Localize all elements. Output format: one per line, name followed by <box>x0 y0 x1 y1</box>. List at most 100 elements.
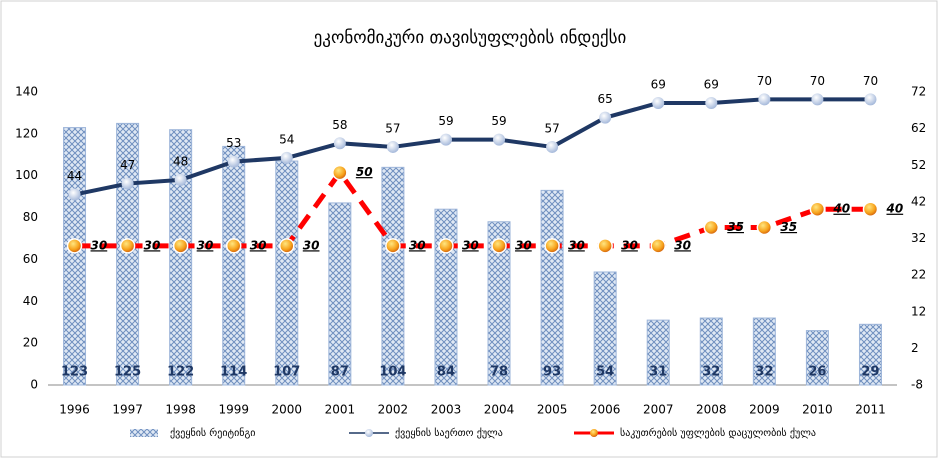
legend-marker <box>365 429 373 437</box>
point-label: 70 <box>863 74 878 88</box>
point-label: 30 <box>515 238 532 252</box>
legend-marker <box>590 429 598 437</box>
x-tick-label: 2000 <box>272 403 303 417</box>
marker <box>225 238 242 254</box>
point-label: 70 <box>757 74 772 88</box>
marker <box>809 201 826 217</box>
point-label: 30 <box>91 238 108 252</box>
y2-tick-label: 32 <box>911 231 926 245</box>
bar <box>805 330 829 386</box>
x-tick-label: 1997 <box>112 403 143 417</box>
bar-value-label: 93 <box>543 365 561 380</box>
x-tick-label: 2009 <box>749 403 780 417</box>
marker <box>386 140 399 153</box>
x-tick-label: 2008 <box>696 403 727 417</box>
bar <box>275 160 299 386</box>
bar <box>593 271 617 386</box>
x-tick-label: 2001 <box>325 403 356 417</box>
marker <box>119 238 136 254</box>
y-tick-label: 20 <box>23 336 38 350</box>
marker <box>493 133 506 146</box>
y2-tick-label: 72 <box>911 85 926 99</box>
point-label: 70 <box>810 74 825 88</box>
bar <box>381 166 405 386</box>
bar-value-label: 107 <box>273 365 300 380</box>
point-label: 30 <box>409 238 426 252</box>
y2-tick-label: 62 <box>911 121 926 135</box>
point-label: 35 <box>780 220 797 234</box>
marker <box>599 111 612 124</box>
point-label: 30 <box>568 238 585 252</box>
marker <box>597 238 613 254</box>
x-tick-label: 2010 <box>802 403 833 417</box>
bar-value-label: 32 <box>702 365 720 380</box>
bar <box>646 319 670 386</box>
marker <box>332 164 348 181</box>
bar <box>858 323 882 386</box>
point-label: 69 <box>704 77 719 91</box>
point-label: 30 <box>250 238 267 252</box>
point-label: 44 <box>67 169 82 183</box>
bar <box>752 317 776 386</box>
bar-value-label: 87 <box>331 365 349 380</box>
x-tick-label: 2002 <box>378 403 409 417</box>
marker <box>66 238 83 254</box>
marker <box>864 93 877 106</box>
marker <box>650 238 666 254</box>
marker <box>862 201 879 217</box>
point-label: 54 <box>279 132 294 146</box>
point-label: 59 <box>491 114 506 128</box>
point-label: 48 <box>173 154 188 168</box>
point-label: 59 <box>438 114 453 128</box>
y2-tick-label: 52 <box>911 158 926 172</box>
point-label: 40 <box>832 202 850 216</box>
marker <box>68 188 81 201</box>
bar-value-label: 114 <box>220 365 247 380</box>
y-tick-label: 120 <box>15 126 38 140</box>
bar <box>169 129 193 386</box>
point-label: 58 <box>332 118 347 132</box>
marker <box>811 93 824 106</box>
marker <box>121 177 134 190</box>
y-tick-label: 140 <box>15 85 38 99</box>
marker <box>652 96 665 109</box>
marker <box>705 96 718 109</box>
marker <box>333 137 346 150</box>
y-tick-label: 40 <box>23 294 38 308</box>
y-tick-label: 100 <box>15 168 38 182</box>
bar <box>116 122 140 386</box>
point-label: 35 <box>727 220 744 234</box>
x-tick-label: 2006 <box>590 403 621 417</box>
bar-value-label: 84 <box>437 365 455 380</box>
marker <box>227 155 240 168</box>
y2-tick-label: 2 <box>911 341 919 355</box>
bar-value-label: 54 <box>596 365 614 380</box>
legend-swatch <box>130 429 158 437</box>
marker <box>546 140 559 153</box>
x-tick-label: 2007 <box>643 403 674 417</box>
marker <box>756 219 773 236</box>
bar-value-label: 32 <box>755 365 773 380</box>
marker <box>279 238 295 254</box>
legend-label: საკუთრების უფლების დაცულობის ქულა <box>620 427 816 439</box>
point-label: 30 <box>621 238 638 252</box>
bar <box>63 127 87 386</box>
marker <box>758 93 771 106</box>
y-tick-label: 0 <box>30 378 38 392</box>
line <box>74 170 871 249</box>
chart-title: ეკონომიკური თავისუფლების ინდექსი <box>314 28 627 48</box>
y-tick-label: 60 <box>23 252 38 266</box>
x-tick-label: 2004 <box>484 403 515 417</box>
x-tick-label: 2011 <box>855 403 886 417</box>
x-tick-label: 2003 <box>431 403 462 417</box>
marker <box>439 133 452 146</box>
bar-value-label: 26 <box>808 365 826 380</box>
point-label: 69 <box>651 77 666 91</box>
x-tick-label: 1999 <box>218 403 249 417</box>
x-tick-label: 2005 <box>537 403 568 417</box>
point-label: 30 <box>197 238 214 252</box>
y-tick-label: 80 <box>23 210 38 224</box>
bar-value-label: 122 <box>167 365 194 380</box>
